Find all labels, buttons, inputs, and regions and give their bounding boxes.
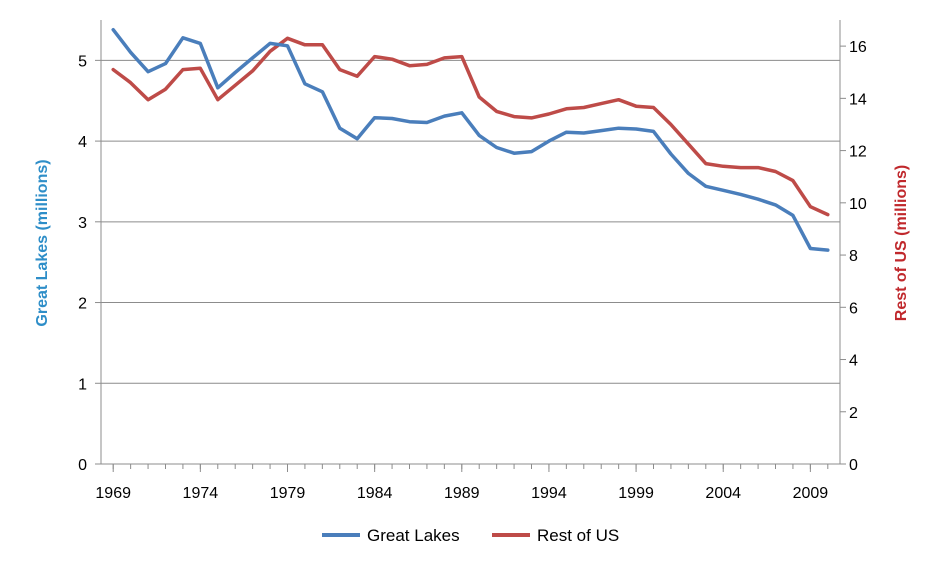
legend: Great Lakes Rest of US [322, 526, 619, 545]
x-tick-label: 2009 [793, 485, 829, 502]
right-tick-label: 4 [849, 353, 858, 370]
left-tick-label: 1 [78, 376, 87, 393]
right-tick-label: 0 [849, 457, 858, 474]
right-tick-label: 6 [849, 300, 858, 317]
x-tick-label: 1994 [531, 485, 567, 502]
x-tick-label: 1974 [183, 485, 219, 502]
left-axis-ticks: 0 1 2 3 4 5 [78, 53, 101, 474]
left-tick-label: 3 [78, 215, 87, 232]
gridlines [101, 59, 840, 384]
left-tick-label: 0 [78, 457, 87, 474]
right-axis-ticks: 0 2 4 6 8 10 12 14 16 [840, 39, 867, 474]
x-tick-label: 1984 [357, 485, 393, 502]
right-tick-label: 16 [849, 39, 867, 56]
left-tick-label: 4 [78, 134, 87, 151]
right-tick-label: 8 [849, 248, 858, 265]
axes [100, 20, 841, 465]
x-tick-label: 1989 [444, 485, 480, 502]
legend-label-rest-of-us: Rest of US [537, 526, 619, 545]
right-tick-label: 14 [849, 91, 867, 108]
left-axis-title: Great Lakes (millions) [34, 159, 51, 326]
left-tick-label: 5 [78, 53, 87, 70]
x-tick-label: 1979 [270, 485, 306, 502]
left-tick-label: 2 [78, 296, 87, 313]
x-axis-ticks: 1969 1974 1979 1984 1989 1994 1999 2004 2009 [95, 464, 829, 502]
series-line-great-lakes [111, 27, 830, 252]
right-axis-title: Rest of US (millions) [893, 165, 910, 321]
right-tick-label: 12 [849, 144, 867, 161]
x-tick-label: 1999 [618, 485, 654, 502]
legend-label-great-lakes: Great Lakes [367, 526, 460, 545]
series-line-rest-of-us [111, 36, 830, 217]
right-tick-label: 2 [849, 405, 858, 422]
x-tick-label: 1969 [95, 485, 131, 502]
right-tick-label: 10 [849, 196, 867, 213]
x-tick-label: 2004 [705, 485, 741, 502]
series-layer [111, 27, 830, 252]
